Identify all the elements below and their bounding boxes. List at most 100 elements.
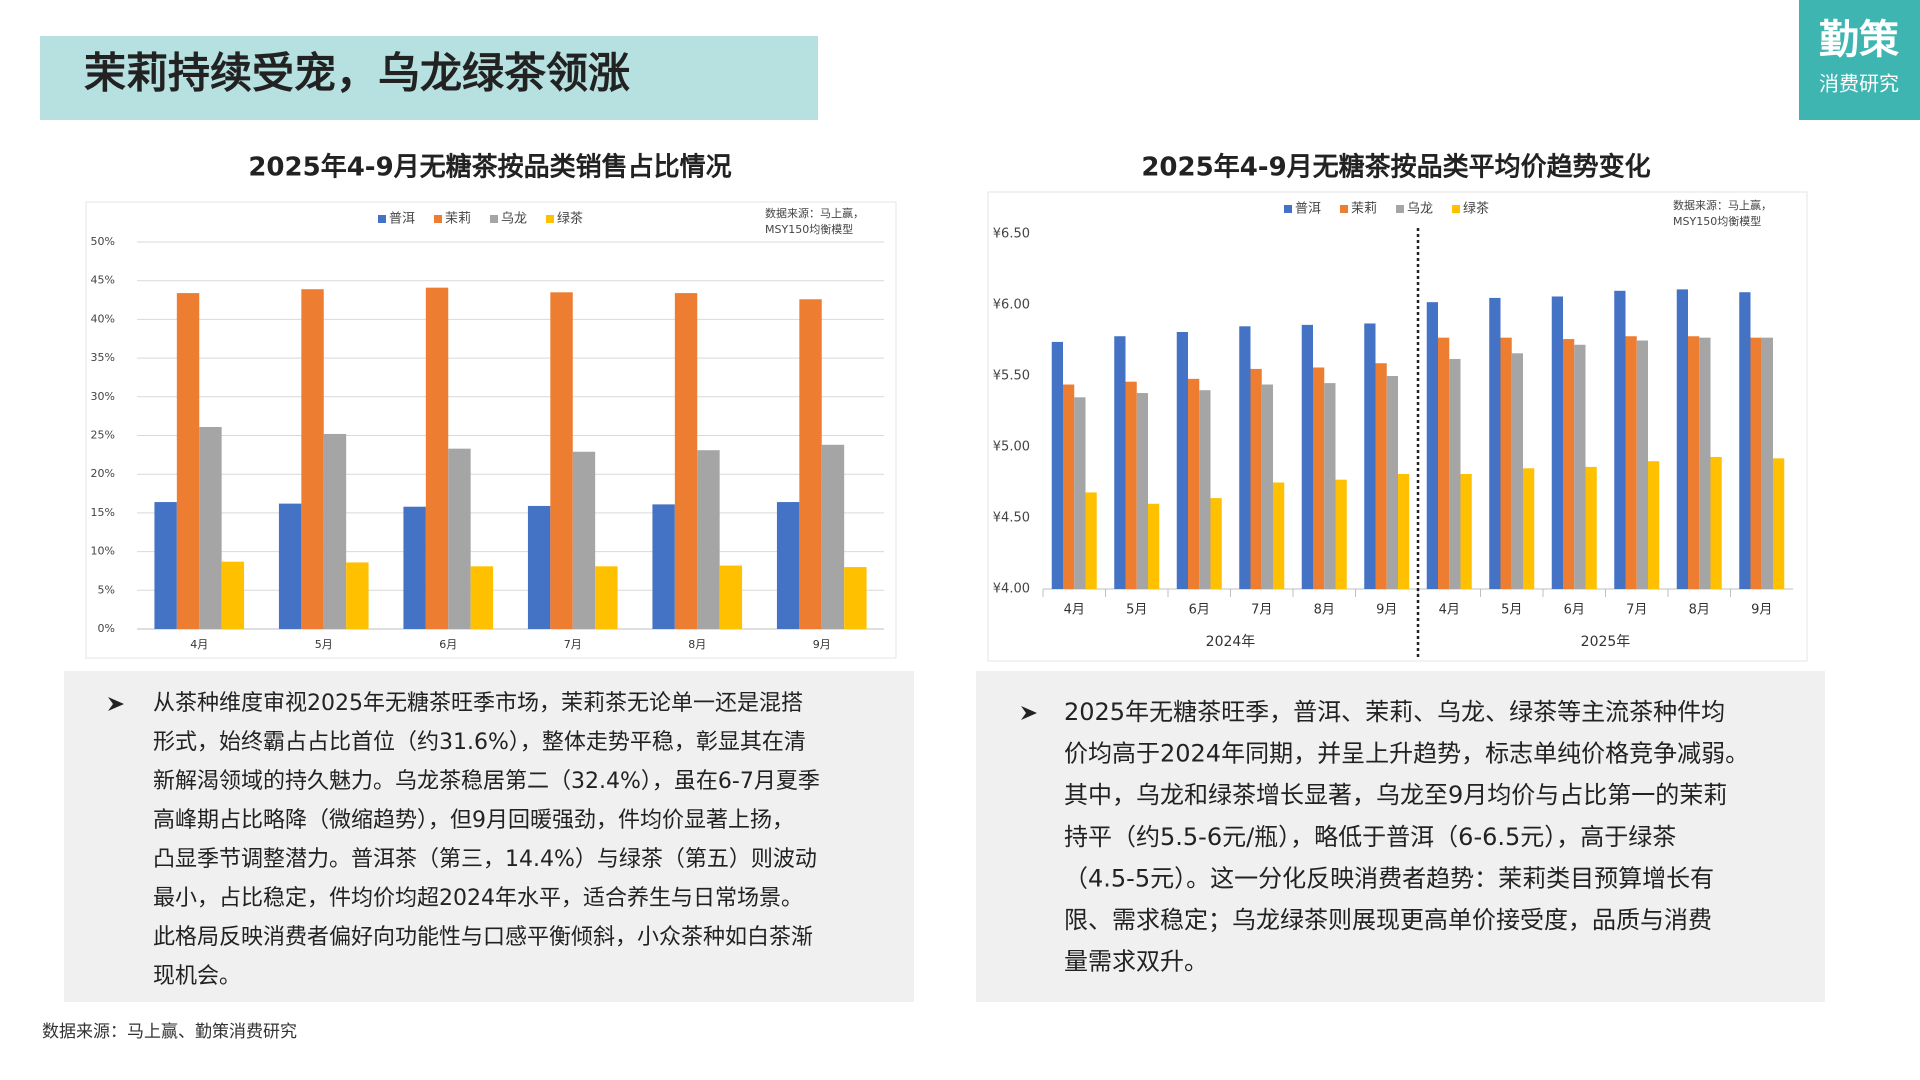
y-tick-label: 45%: [91, 274, 115, 287]
bar: [1614, 290, 1626, 589]
bar: [1625, 336, 1637, 589]
bar: [550, 292, 573, 629]
x-tick-label: 6月: [439, 638, 457, 651]
bar: [799, 299, 822, 629]
y-tick-label: 40%: [91, 312, 115, 325]
y-tick-label: ¥6.50: [993, 227, 1030, 242]
y-tick-label: 50%: [91, 235, 115, 248]
insight-line: 高峰期占比略降（微缩趋势），但9月回暖强劲，件均价显著上扬，: [153, 808, 794, 833]
insight-line: 限、需求稳定；乌龙绿茶则展现更高单价接受度，品质与消费: [1064, 906, 1712, 934]
bar: [1074, 397, 1086, 589]
bar: [323, 433, 347, 629]
bar: [1313, 367, 1325, 589]
y-tick-label: ¥4.50: [993, 511, 1030, 526]
logo-name: 勤策: [1819, 17, 1899, 63]
group-label: 2025年: [1581, 634, 1631, 650]
bar: [403, 506, 426, 629]
bar: [1114, 336, 1126, 589]
bar: [1511, 353, 1523, 589]
x-tick-label: 7月: [1251, 603, 1272, 618]
bar: [821, 444, 845, 629]
x-tick-label: 7月: [1626, 603, 1647, 618]
bar: [1136, 393, 1148, 589]
bar: [1148, 503, 1160, 589]
x-tick-label: 5月: [1126, 603, 1147, 618]
logo-box: [1799, 0, 1920, 120]
legend-swatch: [378, 215, 386, 223]
bar: [1239, 326, 1251, 589]
bar: [1125, 381, 1137, 589]
legend-label: 乌龙: [501, 211, 527, 227]
legend-label: 乌龙: [1407, 201, 1433, 217]
y-tick-label: 15%: [91, 506, 115, 519]
y-tick-label: 10%: [91, 545, 115, 558]
chart-note: 数据来源：马上赢，: [765, 206, 864, 220]
bar: [1489, 297, 1501, 589]
insight-line: 新解渴领域的持久魅力。乌龙茶稳居第二（32.4%），虽在6-7月夏季: [153, 769, 820, 794]
x-tick-label: 6月: [1189, 603, 1210, 618]
bar: [1551, 296, 1563, 589]
bar: [1398, 473, 1410, 589]
legend-swatch: [546, 215, 554, 223]
bar: [1500, 337, 1512, 589]
bar: [1364, 323, 1376, 589]
chart-note: 数据来源：马上赢，: [1673, 198, 1772, 212]
header-title: 茉莉持续受宠，乌龙绿茶领涨: [84, 49, 630, 98]
legend-swatch: [490, 215, 498, 223]
bar: [1386, 376, 1398, 589]
bar: [176, 293, 200, 629]
bullet-icon: [1021, 706, 1037, 720]
legend-label: 普洱: [389, 212, 415, 227]
bar: [1063, 384, 1075, 589]
bar: [1636, 340, 1648, 589]
y-tick-label: 25%: [91, 429, 115, 442]
y-tick-label: ¥5.50: [993, 369, 1030, 384]
x-tick-label: 9月: [1751, 603, 1772, 618]
y-tick-label: ¥4.00: [993, 582, 1030, 597]
bar: [1324, 383, 1336, 589]
insight-box: [976, 671, 1825, 1002]
bar: [301, 289, 324, 629]
bar: [652, 504, 675, 629]
x-tick-label: 4月: [190, 638, 208, 651]
y-tick-label: 5%: [98, 583, 115, 596]
x-tick-label: 8月: [1689, 603, 1710, 618]
bar: [1210, 498, 1222, 589]
x-tick-label: 8月: [1314, 603, 1335, 618]
y-tick-label: 30%: [91, 390, 115, 403]
bar: [1301, 324, 1313, 589]
x-tick-label: 5月: [1501, 603, 1522, 618]
bar: [1375, 363, 1387, 589]
legend-swatch: [1452, 205, 1460, 213]
legend-swatch: [1396, 205, 1404, 213]
bar: [1051, 341, 1063, 589]
legend-label: 绿茶: [1463, 201, 1489, 217]
x-tick-label: 7月: [564, 638, 582, 651]
logo-tagline: 消费研究: [1819, 72, 1899, 96]
source-note: 数据来源：马上赢、勤策消费研究: [42, 1022, 297, 1042]
insight-line: 持平（约5.5-6元/瓶），略低于普洱（6-6.5元），高于绿茶: [1064, 823, 1676, 851]
legend-label: 绿茶: [557, 211, 583, 227]
bar: [1523, 468, 1535, 589]
bar: [1563, 339, 1575, 589]
insight-line: 凸显季节调整潜力。普洱茶（第三，14.4%）与绿茶（第五）则波动: [153, 847, 817, 872]
legend-swatch: [1340, 205, 1348, 213]
bar: [697, 450, 720, 629]
insight-line: 形式，始终霸占占比首位（约31.6%），整体走势平稳，彰显其在清: [153, 730, 806, 755]
bar: [154, 502, 177, 629]
legend-swatch: [434, 215, 442, 223]
y-tick-label: 35%: [91, 351, 115, 364]
bar: [199, 426, 222, 629]
insight-line: 此格局反映消费者偏好向功能性与口感平衡倾斜，小众茶种如白茶渐: [153, 925, 813, 950]
bar: [844, 567, 867, 629]
bar: [1426, 302, 1438, 589]
chart-note: MSY150均衡模型: [765, 222, 853, 236]
bar: [221, 561, 245, 629]
bar: [1648, 461, 1660, 589]
insight-line: 其中，乌龙和绿茶增长显著，乌龙至9月均价与占比第一的茉莉: [1064, 781, 1727, 809]
bar: [1761, 337, 1773, 589]
insight-line: 现机会。: [153, 964, 241, 989]
bar: [1188, 378, 1200, 589]
